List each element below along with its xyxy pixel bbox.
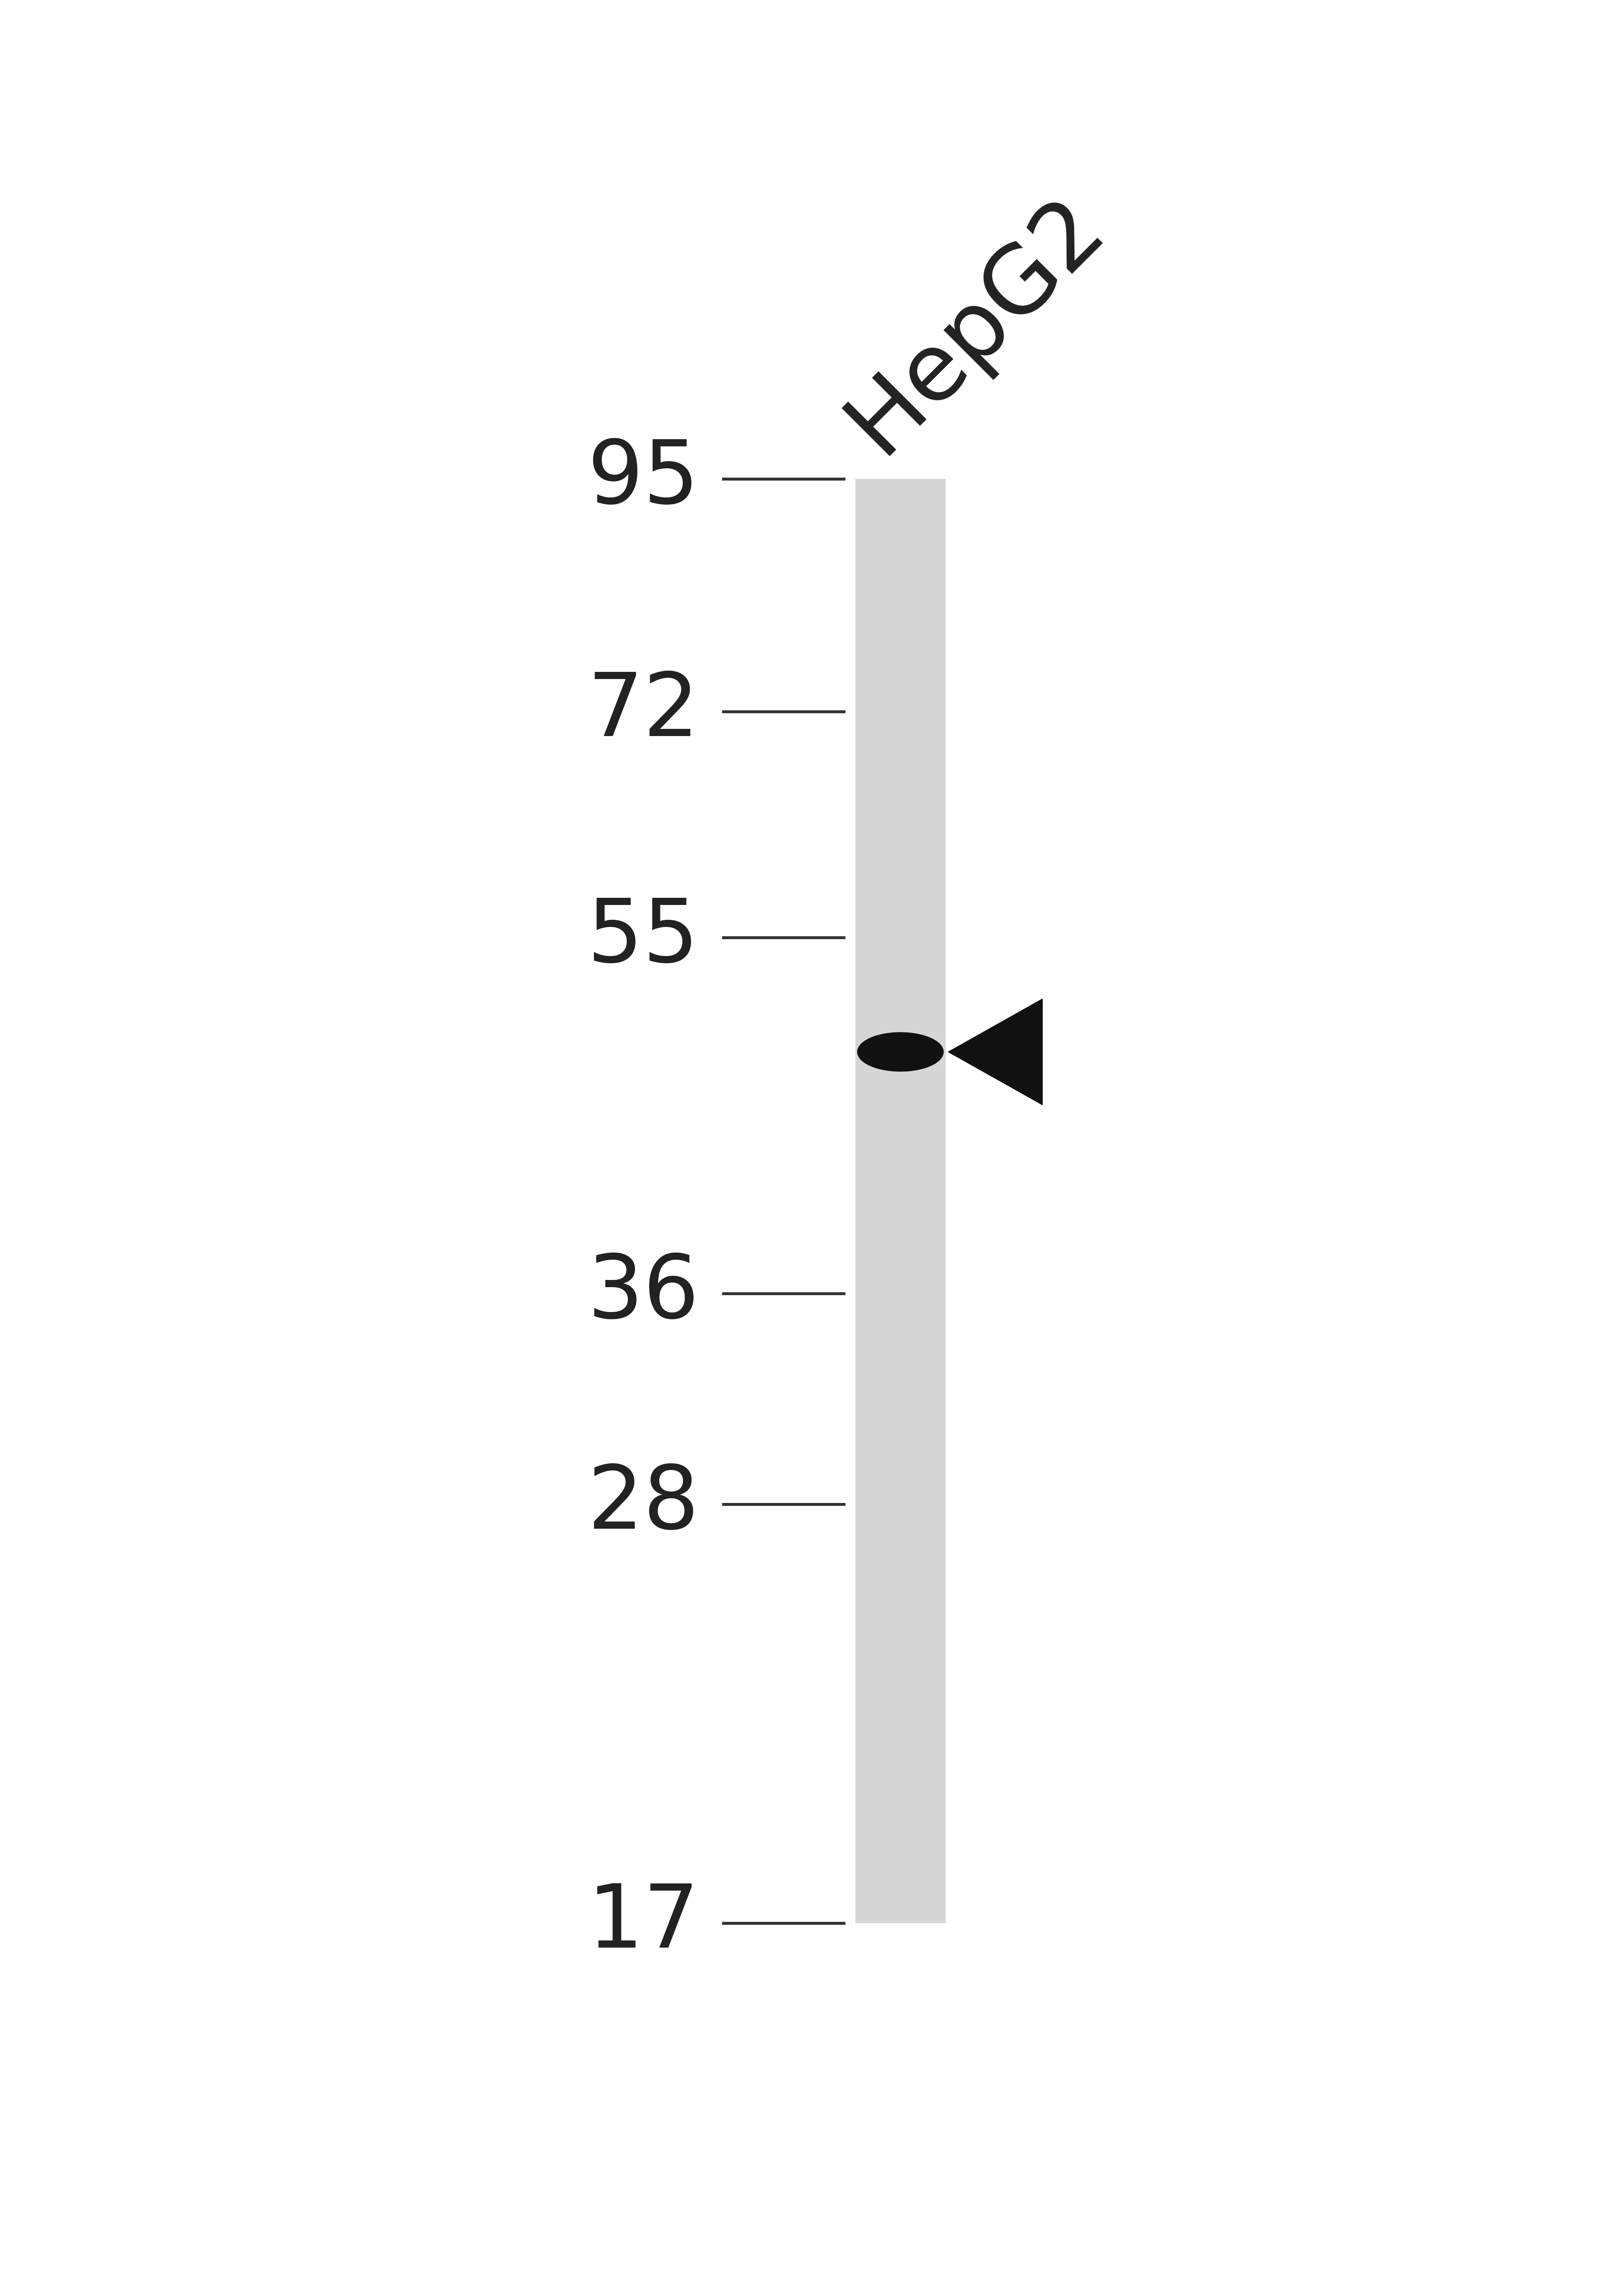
Polygon shape <box>949 999 1043 1104</box>
Text: 36: 36 <box>587 1251 699 1336</box>
Text: 28: 28 <box>587 1463 699 1548</box>
Text: 55: 55 <box>587 895 699 980</box>
Text: 72: 72 <box>587 668 699 753</box>
Bar <box>855 480 946 1924</box>
Text: 95: 95 <box>587 436 699 521</box>
Text: HepG2: HepG2 <box>830 179 1121 471</box>
Text: 17: 17 <box>587 1880 699 1965</box>
Ellipse shape <box>858 1033 944 1072</box>
